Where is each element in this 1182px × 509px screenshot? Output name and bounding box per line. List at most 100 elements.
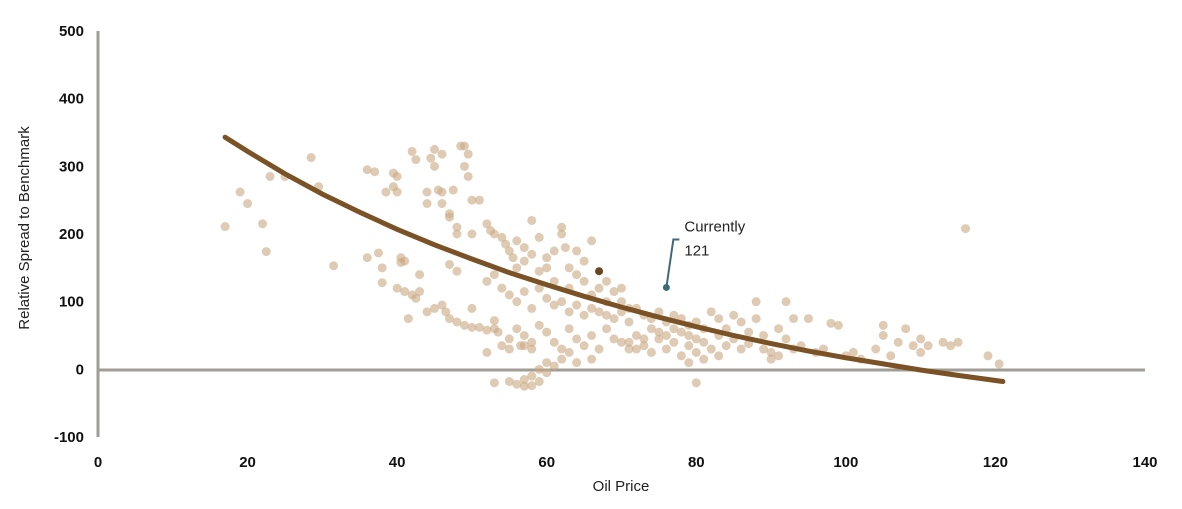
y-tick-label: 400	[59, 91, 84, 108]
data-point	[676, 351, 686, 361]
data-point	[669, 337, 679, 347]
data-point	[908, 341, 918, 351]
x-axis-label: Oil Price	[593, 478, 650, 495]
data-point	[407, 146, 417, 156]
data-point	[437, 199, 447, 209]
data-point	[519, 381, 529, 391]
data-point	[549, 337, 559, 347]
y-tick-label: -100	[54, 429, 84, 446]
y-tick-label: 300	[59, 158, 84, 175]
data-point	[467, 303, 477, 313]
data-point	[452, 266, 462, 276]
data-point	[482, 325, 492, 335]
data-point	[467, 322, 477, 332]
data-point	[579, 256, 589, 266]
data-point	[534, 266, 544, 276]
data-point	[377, 278, 387, 288]
data-point	[878, 320, 888, 330]
data-point	[542, 253, 552, 263]
data-point	[400, 256, 410, 266]
data-point	[459, 141, 469, 151]
data-point	[639, 334, 649, 344]
data-point	[489, 378, 499, 388]
data-point	[938, 337, 948, 347]
data-point	[400, 287, 410, 297]
data-point	[519, 341, 529, 351]
data-point	[983, 351, 993, 361]
data-point	[579, 310, 589, 320]
data-point	[579, 276, 589, 286]
data-point	[426, 153, 436, 163]
data-point	[893, 337, 903, 347]
data-point	[631, 344, 641, 354]
data-point	[444, 259, 454, 269]
data-point	[684, 331, 694, 340]
x-tick-label: 120	[983, 454, 1008, 471]
data-point	[482, 276, 492, 286]
data-point	[759, 331, 769, 340]
data-point	[459, 161, 469, 171]
data-point	[519, 287, 529, 297]
data-point	[572, 358, 582, 368]
data-point	[542, 358, 552, 368]
data-point	[617, 337, 626, 347]
data-point	[422, 307, 432, 317]
data-point	[474, 322, 484, 332]
data-point	[691, 347, 701, 357]
data-point	[512, 297, 522, 307]
data-point	[572, 334, 582, 344]
data-point	[519, 374, 529, 384]
data-point	[803, 314, 813, 324]
data-point	[953, 337, 963, 347]
data-point	[587, 354, 597, 364]
data-point	[557, 297, 567, 307]
data-point	[916, 347, 926, 357]
data-point	[617, 283, 626, 293]
data-point	[759, 344, 769, 354]
data-point	[699, 337, 709, 347]
data-point	[564, 347, 574, 357]
data-point	[504, 377, 514, 387]
data-point	[624, 317, 634, 327]
y-tick-label: 0	[76, 361, 84, 378]
data-point	[422, 199, 432, 209]
data-point	[437, 187, 447, 197]
data-point	[886, 351, 896, 361]
data-point	[489, 229, 499, 239]
data-point	[744, 327, 754, 337]
data-point	[512, 263, 522, 273]
data-point	[534, 320, 544, 330]
data-point	[646, 347, 656, 357]
data-point	[560, 243, 570, 253]
data-point	[564, 324, 574, 334]
data-point	[587, 236, 597, 246]
data-point	[557, 344, 567, 354]
data-point	[430, 303, 440, 313]
data-point	[609, 334, 619, 344]
data-point	[736, 344, 746, 354]
data-point	[572, 246, 582, 256]
data-point	[602, 324, 612, 334]
data-point	[403, 314, 413, 324]
data-point	[265, 171, 275, 181]
data-point	[512, 379, 522, 389]
data-point	[474, 195, 484, 205]
data-point	[519, 256, 529, 266]
data-point	[392, 187, 402, 197]
data-point	[504, 290, 514, 300]
data-point	[549, 361, 559, 371]
data-point	[329, 261, 339, 271]
data-point	[527, 337, 537, 347]
data-point	[243, 199, 253, 209]
data-point	[467, 195, 477, 205]
data-point	[714, 314, 724, 324]
data-point	[501, 239, 511, 249]
data-point	[542, 263, 552, 273]
data-point	[594, 283, 604, 293]
data-point	[766, 347, 776, 357]
data-point	[624, 344, 634, 354]
data-point	[519, 331, 529, 340]
data-point	[534, 283, 544, 293]
data-point	[572, 300, 582, 310]
